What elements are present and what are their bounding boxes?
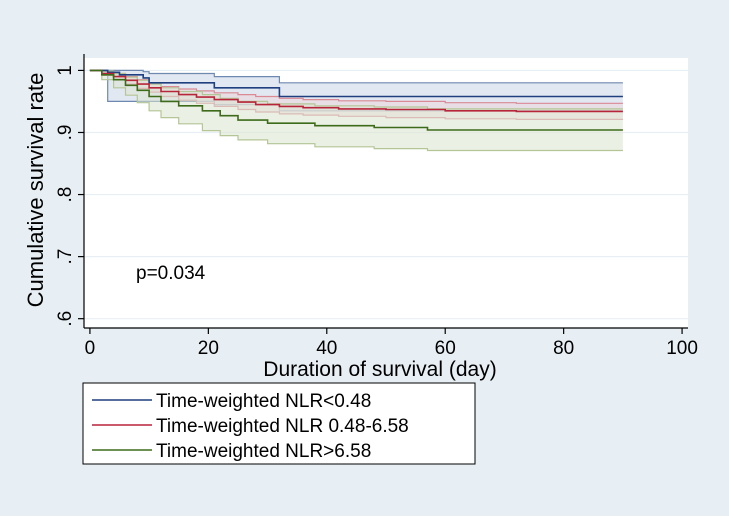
y-tick-label: .6 xyxy=(55,311,76,327)
ci-upper-time-weighted-nlr-6-58 xyxy=(89,69,623,110)
p-value-annotation: p=0.034 xyxy=(136,263,206,284)
series-line-time-weighted-nlr-6-58 xyxy=(89,69,623,131)
x-axis-label: Duration of survival (day) xyxy=(263,358,496,381)
ci-band-time-weighted-nlr-0-48-6-58 xyxy=(89,70,623,120)
x-tick-label: 20 xyxy=(198,338,219,359)
x-tick-label: 80 xyxy=(553,338,574,359)
y-tick-label: .7 xyxy=(55,249,76,265)
y-tick-label: .9 xyxy=(55,125,76,141)
x-tick-label: 100 xyxy=(666,338,698,359)
legend-label: Time-weighted NLR 0.48-6.58 xyxy=(156,416,409,437)
series-line-time-weighted-nlr-0-48 xyxy=(89,69,623,98)
x-tick-label: 0 xyxy=(85,338,96,359)
x-tick-label: 40 xyxy=(316,338,337,359)
legend-label: Time-weighted NLR>6.58 xyxy=(156,441,371,462)
y-axis-label: Cumulative survival rate xyxy=(23,73,48,308)
x-tick-label: 60 xyxy=(435,338,456,359)
ci-lower-time-weighted-nlr-6-58 xyxy=(89,69,623,152)
y-tick-label: .8 xyxy=(55,187,76,203)
y-tick-label: 1 xyxy=(55,65,76,76)
ci-upper-time-weighted-nlr-0-48 xyxy=(89,69,623,84)
legend-label: Time-weighted NLR<0.48 xyxy=(156,391,371,412)
